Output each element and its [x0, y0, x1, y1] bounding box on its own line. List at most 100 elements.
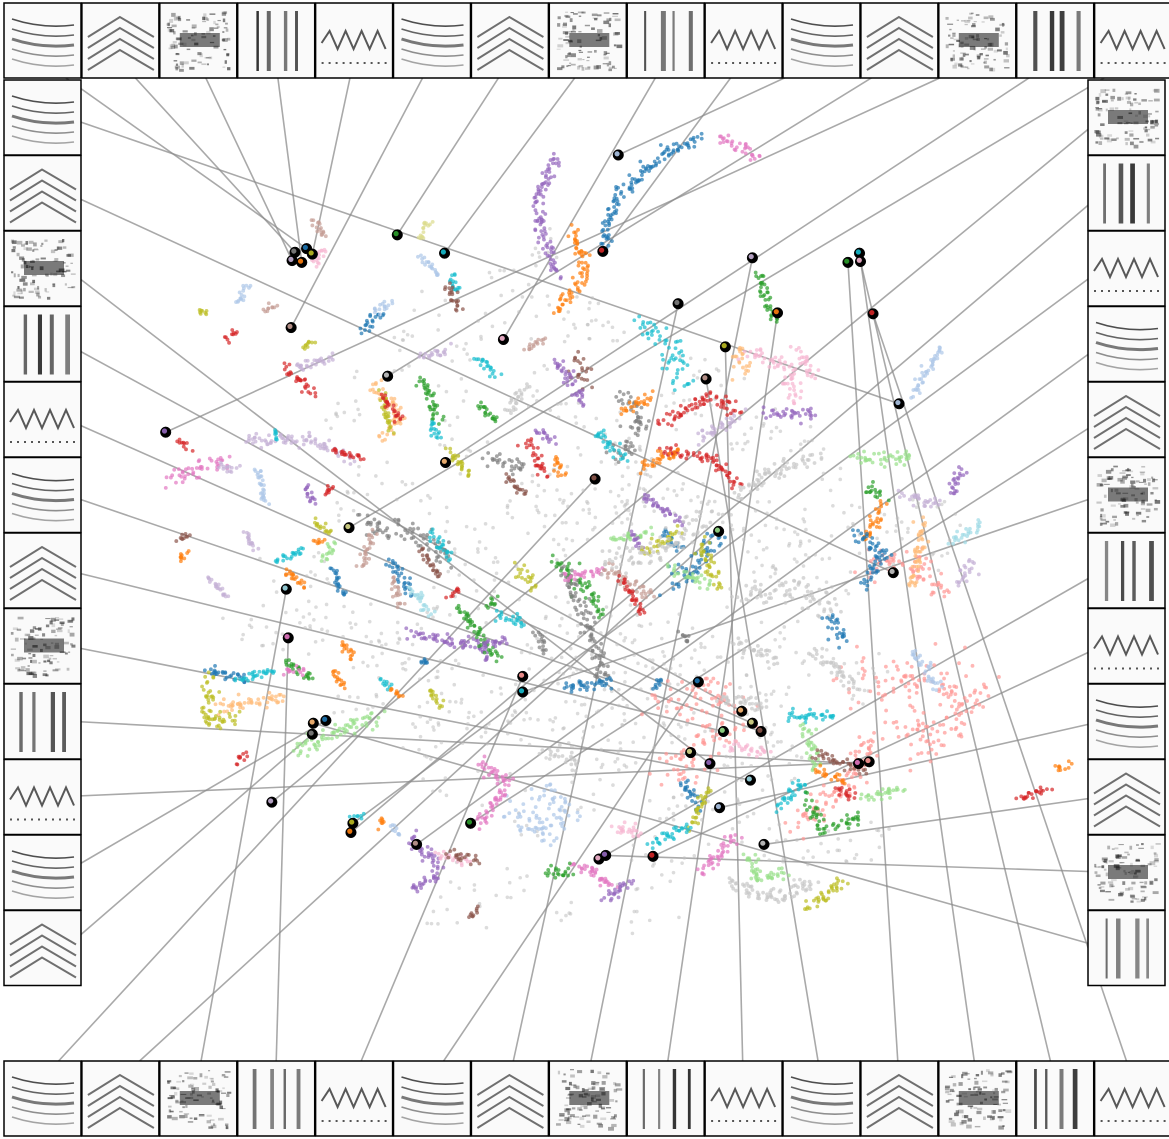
cluster-point	[490, 804, 495, 809]
cluster-point	[771, 872, 776, 877]
unlabeled-point	[529, 337, 533, 341]
cluster-point	[757, 354, 761, 359]
cluster-point	[756, 480, 761, 485]
cluster-point	[814, 648, 819, 653]
unlabeled-point	[463, 562, 467, 567]
unlabeled-point	[622, 656, 627, 661]
cluster-point	[305, 738, 310, 743]
unlabeled-point	[786, 685, 791, 690]
cluster-point	[632, 448, 637, 453]
unlabeled-point	[449, 747, 453, 751]
cluster-point	[541, 234, 546, 239]
cluster-point	[825, 660, 830, 665]
cluster-point	[879, 517, 883, 522]
unlabeled-point	[617, 768, 621, 772]
cluster-point	[649, 329, 654, 334]
cluster-point	[892, 552, 897, 557]
cluster-point	[775, 897, 779, 902]
cluster-point	[646, 497, 651, 502]
unlabeled-point	[425, 921, 429, 926]
unlabeled-point	[670, 740, 674, 745]
cluster-point	[898, 459, 903, 464]
cluster-point	[527, 816, 532, 821]
unlabeled-point	[768, 575, 773, 579]
cluster-point	[707, 540, 712, 545]
unlabeled-point	[671, 391, 676, 395]
cluster-point	[808, 599, 813, 604]
cluster-point	[515, 443, 520, 448]
cluster-point	[733, 354, 738, 359]
cluster-point	[798, 877, 802, 882]
cluster-point	[218, 709, 223, 714]
cluster-point	[925, 678, 930, 683]
unlabeled-point	[765, 511, 769, 516]
unlabeled-point	[450, 359, 454, 363]
cluster-point	[960, 532, 965, 537]
cluster-point	[766, 467, 771, 472]
cluster-point	[824, 898, 828, 903]
cluster-point	[785, 381, 790, 386]
cluster-point	[920, 370, 925, 375]
cluster-point	[338, 732, 343, 737]
cluster-point	[817, 753, 821, 758]
unlabeled-point	[417, 747, 421, 752]
cluster-point	[926, 539, 931, 544]
cluster-point	[916, 533, 921, 538]
unlabeled-point	[436, 922, 440, 926]
cluster-point	[731, 642, 736, 646]
unlabeled-point	[724, 754, 729, 759]
cluster-point	[835, 673, 840, 678]
cluster-point	[834, 662, 838, 666]
cluster-point	[930, 726, 935, 731]
unlabeled-point	[801, 856, 806, 860]
unlabeled-point	[689, 498, 693, 503]
cluster-point	[856, 540, 861, 545]
unlabeled-point	[795, 532, 800, 537]
cluster-point	[696, 558, 700, 563]
cluster-point	[938, 679, 943, 684]
cluster-point	[729, 143, 734, 148]
cluster-point	[627, 400, 632, 405]
cluster-point	[798, 395, 803, 400]
cluster-point	[811, 764, 816, 769]
cluster-point	[791, 399, 796, 403]
unlabeled-point	[831, 504, 835, 508]
cluster-point	[627, 187, 632, 191]
cluster-point	[241, 706, 245, 711]
unlabeled-point	[591, 725, 595, 729]
cluster-point	[667, 152, 671, 157]
cluster	[378, 676, 394, 692]
cluster-point	[811, 898, 816, 903]
cluster-point	[569, 223, 574, 227]
cluster-point	[568, 373, 572, 377]
cluster-point	[895, 787, 900, 792]
cluster-point	[636, 428, 641, 433]
cluster-point	[618, 441, 622, 446]
cluster	[609, 820, 643, 839]
cluster-point	[697, 450, 702, 455]
cluster-point	[835, 881, 839, 886]
unlabeled-point	[802, 659, 807, 663]
cluster-point	[923, 724, 928, 729]
unlabeled-point	[240, 637, 244, 642]
cluster-point	[594, 644, 599, 649]
cluster-point	[477, 861, 482, 866]
link-line	[502, 60, 666, 340]
cluster-point	[758, 752, 763, 757]
cluster-point	[806, 651, 811, 656]
cluster-point	[223, 677, 228, 682]
unlabeled-point	[627, 483, 631, 487]
cluster-point	[678, 712, 682, 717]
unlabeled-point	[622, 533, 626, 538]
cluster-point	[859, 792, 864, 797]
cluster-point	[681, 777, 685, 781]
cluster-point	[944, 691, 949, 696]
cluster	[909, 345, 944, 400]
unlabeled-point	[465, 352, 469, 356]
cluster-point	[233, 722, 237, 727]
unlabeled-point	[702, 668, 707, 672]
cluster-point	[213, 664, 217, 668]
cluster-point	[845, 881, 850, 886]
cluster-point	[559, 473, 564, 478]
cluster-point	[570, 768, 575, 773]
